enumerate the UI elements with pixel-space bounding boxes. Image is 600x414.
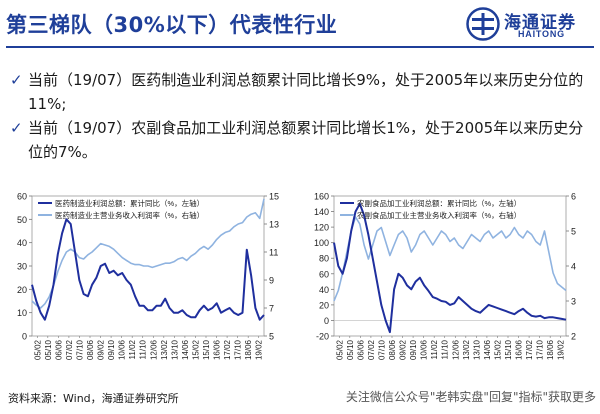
chart-agrifood-panel: 160 140 120 100 80 60 40 20 0 -20 6 5 4 3 2 05/02 05/10 0… <box>304 180 598 386</box>
pharma-y-right-tick-label: 9 <box>269 276 274 286</box>
agrifood-y-left-tick-label: 0 <box>324 316 329 326</box>
agrifood-legend-label: 农副食品加工业主营业务收入利润率（%，右轴） <box>357 210 521 220</box>
pharma-x-tick-label: 17/10 <box>234 339 243 360</box>
agrifood-x-tick-label: 11/02 <box>430 339 439 359</box>
agrifood-y-left-tick-label: 140 <box>314 207 329 217</box>
agrifood-x-tick-label: 16/06 <box>515 339 524 360</box>
agrifood-y-right-tick-label: 5 <box>571 227 576 237</box>
pharma-x-tick-label: 09/02 <box>97 339 106 360</box>
agrifood-x-tick-label: 17/02 <box>525 339 534 360</box>
agrifood-legend-label: 农副食品加工业利润总额：累计同比（%，左轴） <box>357 198 521 208</box>
agrifood-series-line-right <box>333 216 567 302</box>
pharma-x-tick-label: 08/06 <box>86 339 95 360</box>
agrifood-y-left-tick-label: 60 <box>319 269 329 279</box>
chart-pharma-panel: 60 50 40 30 20 10 0 15 13 11 9 7 5 05/02 05/10 06/06 07/… <box>2 180 300 386</box>
title-rule <box>6 46 594 48</box>
pharma-series-line-left <box>31 218 265 321</box>
check-icon: ✓ <box>10 119 23 137</box>
agrifood-x-tick-label: 17/10 <box>536 339 545 360</box>
pharma-y-left-tick-label: 20 <box>17 285 27 295</box>
agrifood-x-tick-label: 15/10 <box>504 339 513 360</box>
company-logo: 海通证券 HAITONG <box>466 6 596 42</box>
check-icon: ✓ <box>10 71 23 89</box>
pharma-x-tick-label: 13/10 <box>170 339 179 360</box>
agrifood-x-tick-label: 09/02 <box>399 339 408 360</box>
agrifood-y-left-tick-label: 80 <box>319 254 329 264</box>
agrifood-y-left-tick-label: -20 <box>316 332 329 342</box>
pharma-x-tick-label: 11/02 <box>128 339 137 359</box>
agrifood-x-tick-label: 05/10 <box>346 339 355 360</box>
agrifood-x-tick-label: 07/10 <box>377 339 386 360</box>
agrifood-x-tick-label: 13/10 <box>472 339 481 360</box>
agrifood-y-left-tick-label: 160 <box>314 192 329 202</box>
bullet-1: ✓ 当前（19/07）医药制造业利润总额累计同比增长9%，处于2005年以来历史… <box>10 68 590 116</box>
pharma-x-tick-label: 07/02 <box>65 339 74 360</box>
agrifood-x-tick-label: 09/10 <box>409 339 418 360</box>
bullet-2: ✓ 当前（19/07）农副食品加工业利润总额累计同比增长1%，处于2005年以来… <box>10 116 590 164</box>
bullet-1-text: 当前（19/07）医药制造业利润总额累计同比增长9%，处于2005年以来历史分位… <box>28 71 584 113</box>
pharma-x-tick-label: 17/02 <box>223 339 232 360</box>
pharma-x-tick-label: 11/10 <box>139 339 148 359</box>
agrifood-x-tick-label: 15/02 <box>493 339 502 360</box>
pharma-legend-label: 医药制造业主营业务收入利润率（%，右轴） <box>55 210 204 220</box>
pharma-x-tick-label: 05/02 <box>33 339 42 360</box>
agrifood-x-tick-label: 19/02 <box>557 339 566 360</box>
agrifood-y-left-tick-label: 20 <box>319 300 329 310</box>
logo-text-cn: 海通证券 <box>504 13 576 33</box>
pharma-y-left-tick-label: 30 <box>17 262 27 272</box>
agrifood-x-tick-label: 07/02 <box>367 339 376 360</box>
pharma-x-tick-label: 15/10 <box>202 339 211 360</box>
agrifood-x-tick-label: 06/06 <box>356 339 365 360</box>
pharma-y-left-tick-label: 0 <box>22 332 27 342</box>
agrifood-y-left-tick-label: 100 <box>314 238 329 248</box>
agrifood-x-tick-label: 13/02 <box>462 339 471 360</box>
agrifood-x-tick-label: 12/06 <box>451 339 460 360</box>
pharma-x-tick-label: 19/02 <box>255 339 264 360</box>
agrifood-series-line-left <box>333 202 567 334</box>
agrifood-x-tick-label: 08/06 <box>388 339 397 360</box>
bullet-2-text: 当前（19/07）农副食品加工业利润总额累计同比增长1%，处于2005年以来历史… <box>28 119 584 161</box>
pharma-y-right-tick-label: 15 <box>269 192 279 202</box>
agrifood-x-tick-label: 18/06 <box>546 339 555 360</box>
agrifood-x-tick-label: 05/02 <box>335 339 344 360</box>
pharma-x-tick-label: 12/06 <box>149 339 158 360</box>
pharma-legend-label: 医药制造业利润总额：累计同比（%，左轴） <box>55 198 204 208</box>
agrifood-x-tick-label: 14/06 <box>483 339 492 360</box>
agrifood-y-right-tick-label: 4 <box>571 262 576 272</box>
pharma-x-tick-label: 15/02 <box>191 339 200 360</box>
logo-text-en: HAITONG <box>518 29 565 39</box>
slide-title: 第三梯队（30%以下）代表性行业 <box>6 13 338 37</box>
pharma-y-left-tick-label: 10 <box>17 308 27 318</box>
pharma-x-tick-label: 06/06 <box>54 339 63 360</box>
agrifood-x-tick-label: 10/06 <box>420 339 429 360</box>
pharma-x-tick-label: 16/06 <box>213 339 222 360</box>
agrifood-y-right-tick-label: 3 <box>571 297 576 307</box>
pharma-x-tick-label: 18/06 <box>244 339 253 360</box>
watermark-text: 关注微信公众号"老韩实盘"回复"指标"获取更多 <box>345 390 596 404</box>
agrifood-y-left-tick-label: 40 <box>319 285 329 295</box>
pharma-y-left-tick-label: 40 <box>17 238 27 248</box>
pharma-y-right-tick-label: 5 <box>269 332 274 342</box>
pharma-series-line-right <box>31 198 265 309</box>
agrifood-x-tick-label: 11/10 <box>441 339 450 359</box>
pharma-y-right-tick-label: 11 <box>269 248 278 258</box>
pharma-x-tick-label: 13/02 <box>160 339 169 360</box>
pharma-y-right-tick-label: 7 <box>269 304 274 314</box>
agrifood-y-right-tick-label: 2 <box>571 332 576 342</box>
pharma-x-tick-label: 10/06 <box>118 339 127 360</box>
pharma-x-tick-label: 14/06 <box>181 339 190 360</box>
agrifood-y-right-tick-label: 6 <box>571 192 576 202</box>
agrifood-y-left-tick-label: 120 <box>314 223 329 233</box>
pharma-x-tick-label: 07/10 <box>75 339 84 360</box>
pharma-y-right-tick-label: 13 <box>269 220 279 230</box>
pharma-x-tick-label: 09/10 <box>107 339 116 360</box>
pharma-y-left-tick-label: 50 <box>17 215 27 225</box>
pharma-x-tick-label: 05/10 <box>44 339 53 360</box>
source-note: 资料来源：Wind，海通证券研究所 <box>8 392 179 405</box>
company-logo-icon <box>466 7 500 41</box>
pharma-y-left-tick-label: 60 <box>17 192 27 202</box>
